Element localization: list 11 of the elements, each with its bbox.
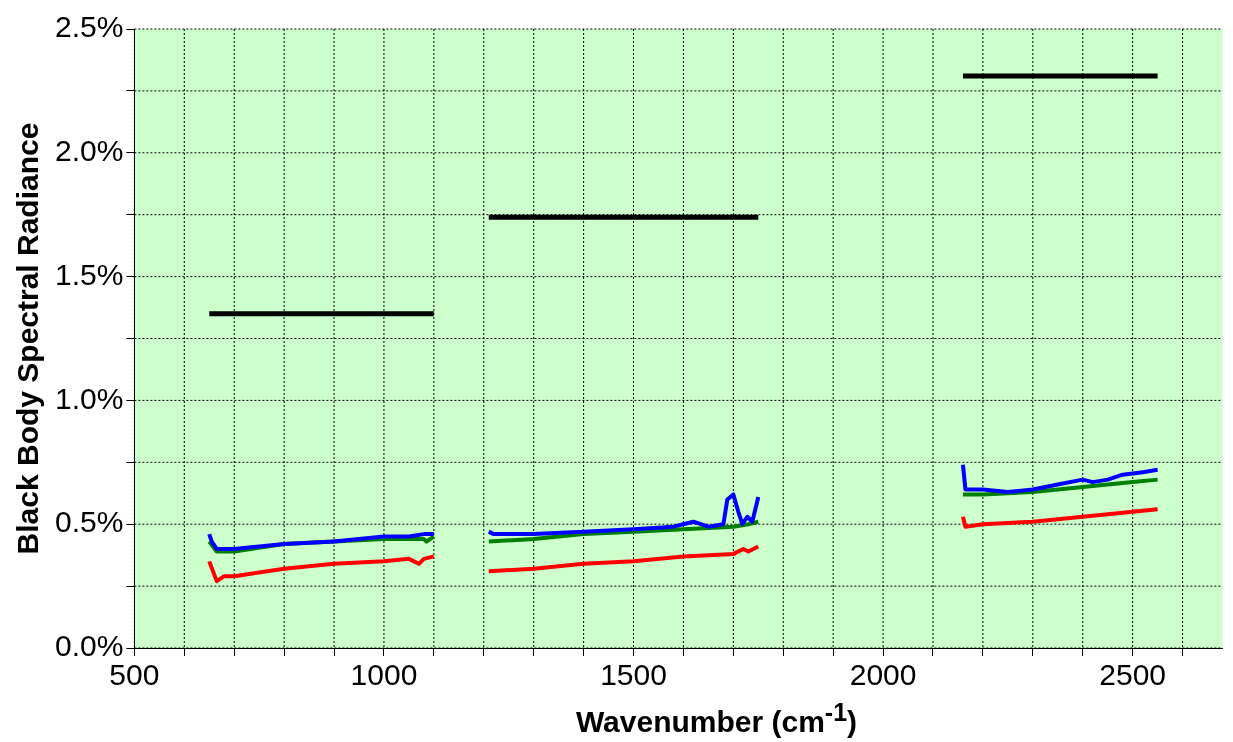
x-tick-label: 1500: [600, 658, 667, 692]
y-axis-title: Black Body Spectral Radiance: [11, 122, 45, 555]
y-tick-label: 2.5%: [54, 10, 124, 44]
y-tick-label: 0.5%: [54, 505, 124, 539]
x-tick-label: 2500: [1099, 658, 1167, 692]
y-tick-label: 1.5%: [54, 257, 124, 291]
x-tick-label: 1000: [350, 658, 418, 692]
y-tick-label: 1.0%: [54, 381, 124, 415]
y-tick-label: 2.0%: [54, 134, 124, 168]
x-axis-title: Wavenumber (cm$^{-1}$): [574, 698, 859, 739]
x-tick-label: 2000: [849, 658, 917, 692]
